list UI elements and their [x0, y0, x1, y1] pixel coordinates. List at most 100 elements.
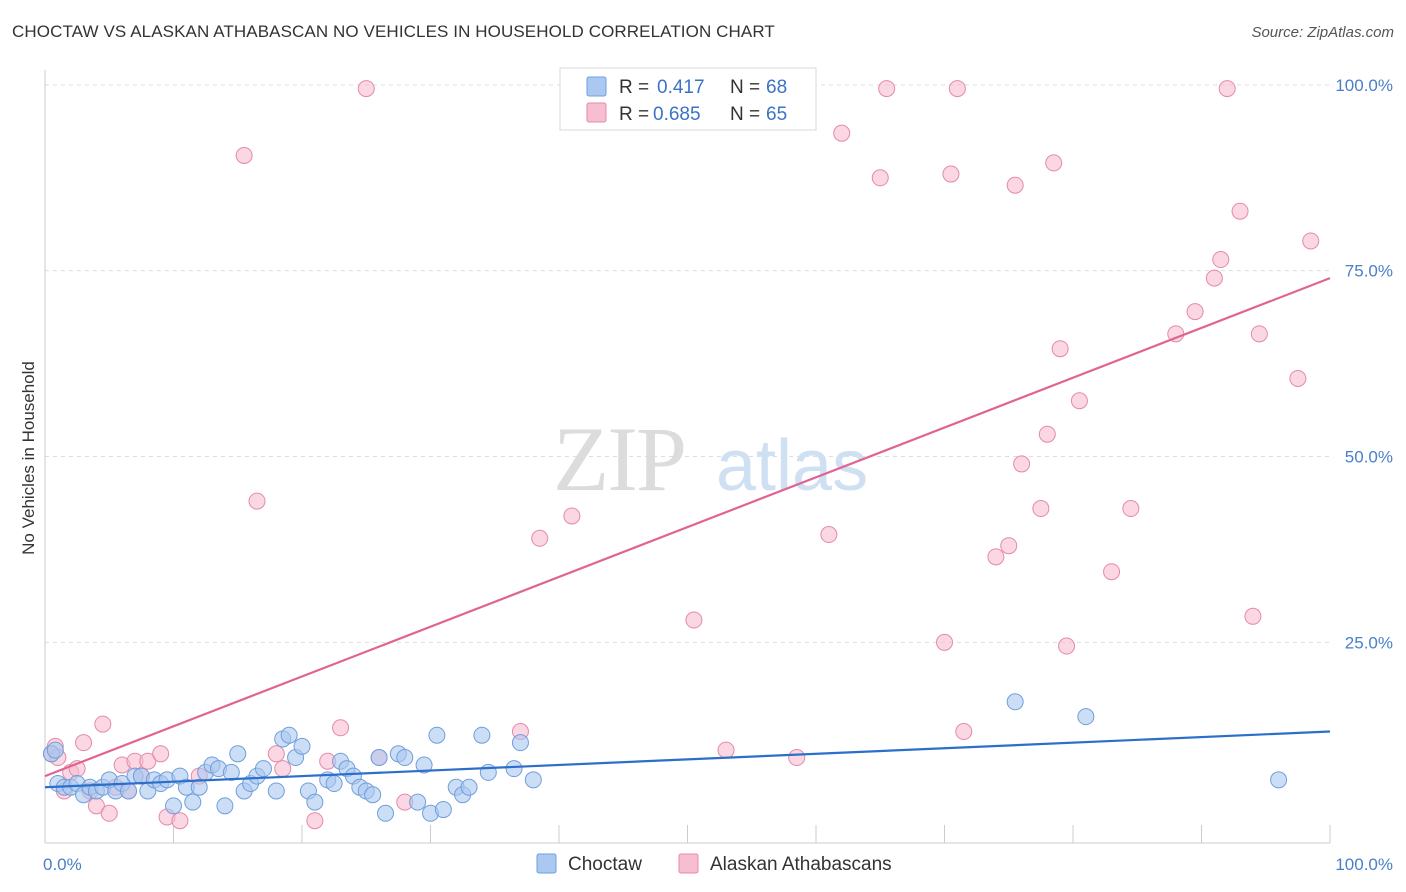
- axes: [44, 70, 1330, 844]
- choctaw-point-62: [473, 726, 491, 744]
- alaskan-point-48: [1013, 455, 1031, 473]
- choctaw-point-67: [1006, 693, 1024, 711]
- alaskan-point-42: [942, 165, 960, 183]
- legend: R = 0.417 N = 68 R = 0.685 N = 65: [559, 67, 817, 131]
- choctaw-point-34: [254, 760, 272, 778]
- choctaw-point-23: [184, 793, 202, 811]
- alaskan-point-19: [171, 812, 189, 830]
- alaskan-point-23: [267, 745, 285, 763]
- bottom-legend-swatch-choctaw: [536, 853, 557, 874]
- bottom-legend-swatch-alaskan: [678, 853, 699, 874]
- choctaw-point-49: [364, 786, 382, 804]
- alaskan-point-37: [820, 526, 838, 544]
- alaskan-point-6: [75, 734, 93, 752]
- bottom-legend-label-choctaw: Choctaw: [568, 854, 642, 875]
- choctaw-point-68: [1077, 708, 1095, 726]
- trend-lines: [44, 277, 1331, 789]
- choctaw-point-57: [428, 726, 446, 744]
- alaskan-point-56: [1122, 500, 1140, 518]
- legend-r-value-alaskan: 0.685: [653, 104, 701, 125]
- chart-title: CHOCTAW VS ALASKAN ATHABASCAN NO VEHICLE…: [12, 22, 775, 41]
- choctaw-point-51: [377, 804, 395, 822]
- choctaw-point-29: [222, 763, 240, 781]
- alaskan-point-17: [152, 745, 170, 763]
- alaskan-point-22: [248, 492, 266, 510]
- alaskan-point-53: [1058, 637, 1076, 655]
- x-tick-label-0: 0.0%: [43, 855, 82, 874]
- alaskan-point-25: [306, 812, 324, 830]
- alaskan-point-46: [1000, 537, 1018, 555]
- y-axis-label: No Vehicles in Household: [19, 361, 38, 555]
- legend-n-value-choctaw: 68: [766, 77, 787, 98]
- y-tick-label-0: 25.0%: [1345, 633, 1393, 652]
- choctaw-trend-line: [44, 730, 1331, 789]
- alaskan-point-52: [1051, 340, 1069, 358]
- choctaw-point-69: [1270, 771, 1288, 789]
- alaskan-point-66: [1302, 232, 1320, 250]
- alaskan-point-24: [274, 760, 292, 778]
- bottom-legend: Choctaw Alaskan Athabascans: [536, 853, 892, 875]
- alaskan-point-64: [1250, 325, 1268, 343]
- alaskan-point-59: [1205, 269, 1223, 287]
- choctaw-point-28: [216, 797, 234, 815]
- alaskan-point-45: [987, 548, 1005, 566]
- watermark: ZIP atlas: [553, 408, 868, 510]
- choctaw-point-64: [505, 760, 523, 778]
- alaskan-point-40: [878, 80, 896, 98]
- alaskan-point-16: [139, 752, 157, 770]
- alaskan-point-44: [955, 723, 973, 741]
- alaskan-point-27: [332, 719, 350, 737]
- alaskan-point-54: [1070, 392, 1088, 410]
- choctaw-point-65: [511, 734, 529, 752]
- legend-n-label-alaskan: N =: [730, 104, 760, 125]
- choctaw-point-50: [370, 749, 388, 767]
- grid-lines: [45, 84, 1331, 843]
- legend-n-label-choctaw: N =: [730, 77, 760, 98]
- alaskan-point-9: [94, 715, 112, 733]
- alaskan-point-32: [563, 507, 581, 525]
- choctaw-point-30: [229, 745, 247, 763]
- alaskan-point-38: [833, 124, 851, 142]
- bottom-legend-label-alaskan: Alaskan Athabascans: [710, 854, 892, 875]
- choctaw-point-66: [524, 771, 542, 789]
- legend-n-value-alaskan: 65: [766, 104, 787, 125]
- legend-swatch-choctaw: [586, 76, 607, 97]
- watermark-zip: ZIP: [553, 408, 685, 510]
- legend-r-label-alaskan: R =: [619, 104, 649, 125]
- legend-r-value-choctaw: 0.417: [657, 77, 705, 98]
- alaskan-point-62: [1231, 202, 1249, 220]
- choctaw-point-39: [293, 737, 311, 755]
- choctaw-point-13: [120, 782, 138, 800]
- x-tick-labels: 0.0% 100.0%: [43, 855, 1393, 874]
- y-tick-label-2: 75.0%: [1345, 262, 1393, 281]
- alaskan-point-50: [1038, 425, 1056, 443]
- alaskan-point-28: [357, 80, 375, 98]
- alaskan-point-55: [1103, 563, 1121, 581]
- alaskan-point-34: [685, 611, 703, 629]
- y-tick-labels: 25.0% 50.0% 75.0% 100.0%: [1335, 76, 1393, 652]
- choctaw-point-20: [165, 797, 182, 815]
- alaskan-point-49: [1032, 500, 1050, 518]
- choctaw-point-41: [306, 793, 324, 811]
- alaskan-point-60: [1212, 251, 1230, 269]
- alaskan-point-10: [100, 804, 118, 822]
- choctaw-point-58: [434, 801, 452, 819]
- legend-r-label-choctaw: R =: [619, 77, 649, 98]
- alaskan-point-35: [717, 741, 735, 759]
- choctaw-point-53: [396, 749, 414, 767]
- alaskan-point-61: [1218, 80, 1236, 98]
- alaskan-trend-line: [44, 277, 1331, 778]
- alaskan-point-36: [788, 749, 806, 767]
- alaskan-point-65: [1289, 369, 1307, 387]
- choctaw-point-24: [190, 778, 208, 796]
- alaskan-point-63: [1244, 607, 1262, 625]
- y-tick-label-1: 50.0%: [1345, 448, 1393, 467]
- x-tick-label-1: 100.0%: [1335, 855, 1393, 874]
- choctaw-point-35: [267, 782, 285, 800]
- alaskan-point-41: [936, 633, 953, 651]
- choctaw-point-55: [415, 756, 433, 774]
- choctaw-point-37: [280, 726, 298, 744]
- choctaw-point-1: [46, 741, 64, 759]
- alaskan-point-47: [1006, 176, 1024, 194]
